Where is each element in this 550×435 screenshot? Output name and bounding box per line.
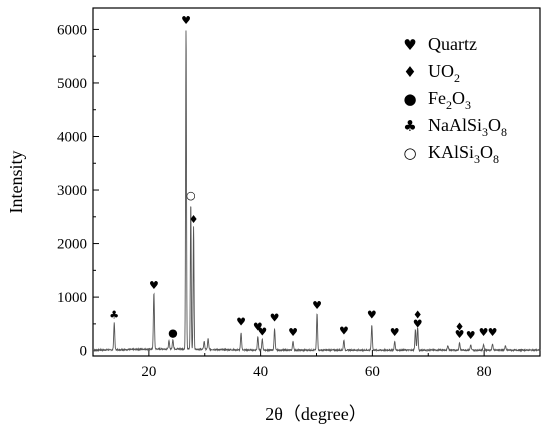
peak-marker: ♥	[312, 299, 322, 312]
x-tick-label: 60	[365, 364, 380, 380]
legend-symbol: ♥	[403, 36, 416, 54]
peak-marker: ♥	[455, 328, 465, 341]
legend-symbol: ●	[403, 90, 416, 108]
peak-marker: ♣	[109, 309, 119, 322]
peak-marker: ♦	[413, 309, 423, 322]
legend-label: KAlSi3O8	[428, 142, 499, 166]
legend: ♥ Quartz ♦ UO2 ● Fe2O3 ♣ NaAlSi3O8 ○ KAlSi3O8	[403, 34, 507, 166]
peak-marker: ♥	[367, 309, 377, 322]
peak-marker: ●	[168, 327, 178, 340]
legend-label: UO2	[428, 61, 460, 85]
legend-label: Fe2O3	[428, 88, 471, 112]
peak-marker: ♥	[288, 326, 298, 339]
x-axis-label: 2θ（degree）	[265, 404, 367, 424]
peak-marker: ♥	[253, 320, 263, 333]
peak-marker: ♥	[257, 326, 267, 339]
y-tick-label: 0	[80, 344, 88, 360]
peak-marker: ♥	[413, 318, 423, 331]
y-tick-label: 4000	[57, 129, 87, 145]
peak-marker: ♥	[479, 326, 489, 339]
legend-symbol: ♣	[403, 117, 416, 135]
peak-marker: ♥	[181, 14, 191, 27]
legend-symbol: ○	[403, 144, 416, 162]
peak-markers: ♣♥●♥○♦♥ ♥♥♥♥♥♥♥♥♦♥ ♦♥ ♥ ♥ ♥	[109, 14, 497, 342]
y-tick-label: 2000	[57, 237, 87, 253]
peak-marker: ♦	[455, 320, 465, 333]
legend-symbol: ♦	[403, 63, 416, 81]
peak-marker: ♥	[270, 312, 280, 325]
peak-marker: ♥	[236, 315, 246, 328]
y-tick-label: 5000	[57, 76, 87, 92]
x-tick-label: 40	[253, 364, 268, 380]
peak-marker: ♥	[149, 279, 159, 292]
y-tick-label: 1000	[57, 290, 87, 306]
peak-marker: ♥	[466, 329, 476, 342]
peak-marker: ♥	[390, 326, 400, 339]
x-tick-label: 80	[477, 364, 492, 380]
legend-label: NaAlSi3O8	[428, 115, 507, 139]
y-axis-label: Intensity	[6, 151, 26, 214]
peak-marker: ♥	[488, 326, 498, 339]
xrd-pattern-line	[92, 30, 541, 353]
peak-marker: ○	[186, 189, 196, 202]
legend-label: Quartz	[428, 34, 477, 54]
y-tick-label: 3000	[57, 183, 87, 199]
peak-marker: ♦	[189, 213, 199, 226]
y-axis: 0 1000 2000 3000 4000 5000 6000	[57, 22, 99, 360]
peak-marker: ♥	[339, 325, 349, 338]
y-tick-label: 6000	[57, 22, 87, 38]
x-axis: 20 40 60 80	[92, 350, 541, 380]
x-tick-label: 20	[141, 364, 156, 380]
